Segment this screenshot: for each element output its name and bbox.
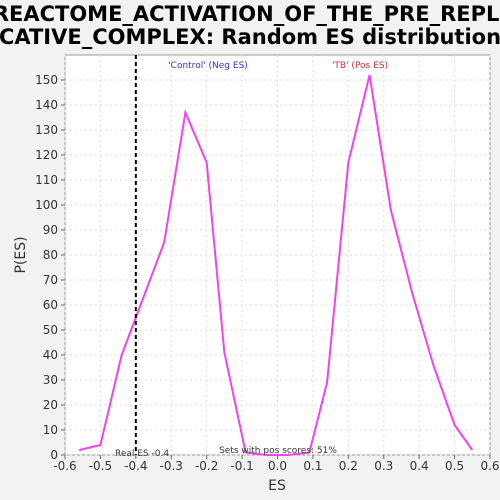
y-tick-label: 50 [43, 323, 58, 337]
x-tick-label: 0.0 [268, 459, 287, 473]
y-tick-label: 100 [35, 198, 58, 212]
es-distribution-line [78, 74, 474, 456]
y-tick-label: 20 [43, 398, 58, 412]
x-tick-label: -0.6 [53, 459, 76, 473]
pos-scores-label: Sets with pos scores: 51% [219, 446, 337, 456]
x-tick-label: 0.6 [480, 459, 499, 473]
series [78, 74, 474, 456]
y-tick-label: 80 [43, 248, 58, 262]
x-tick-label: -0.4 [124, 459, 147, 473]
chart-title-line1: REACTOME_ACTIVATION_OF_THE_PRE_REPLI [0, 2, 500, 26]
y-tick-label: 0 [50, 448, 58, 462]
x-tick-label: 0.3 [374, 459, 393, 473]
x-tick-label: -0.1 [230, 459, 253, 473]
x-tick-label: -0.5 [89, 459, 112, 473]
y-tick-label: 60 [43, 298, 58, 312]
x-tick-label: -0.2 [195, 459, 218, 473]
y-tick-label: 70 [43, 273, 58, 287]
y-tick-label: 40 [43, 348, 58, 362]
y-tick-label: 110 [35, 173, 58, 187]
y-tick-label: 90 [43, 223, 58, 237]
y-tick-label: 120 [35, 148, 58, 162]
y-tick-label: 30 [43, 373, 58, 387]
x-tick-label: 0.4 [410, 459, 429, 473]
neg-es-label: 'Control' (Neg ES) [168, 61, 248, 71]
chart-title-line2: CATIVE_COMPLEX: Random ES distribution [0, 25, 500, 49]
real-es-label: Real ES -0.4 [115, 449, 169, 459]
y-axis-label: P(ES) [13, 236, 29, 273]
x-tick-label: 0.5 [445, 459, 464, 473]
x-axis-label: ES [268, 478, 286, 494]
pos-es-label: 'TB' (Pos ES) [332, 61, 388, 71]
x-tick-label: 0.2 [339, 459, 358, 473]
x-tick-label: -0.3 [160, 459, 183, 473]
y-tick-label: 10 [43, 423, 58, 437]
x-tick-label: 0.1 [303, 459, 322, 473]
y-tick-label: 140 [35, 98, 58, 112]
y-tick-label: 150 [35, 73, 58, 87]
axis-ticks: -0.6 -0.5 -0.4 -0.3 -0.2 -0.1 0.0 0.1 0.2 0.3 0.4 0… [35, 73, 499, 473]
y-tick-label: 130 [35, 123, 58, 137]
